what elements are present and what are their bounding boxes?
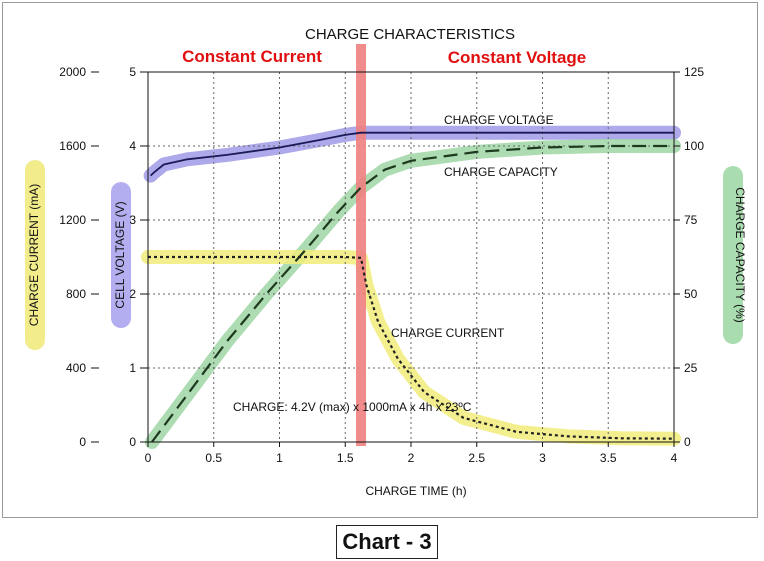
chart-caption-box: Chart - 3 [336, 525, 438, 559]
series-line-1 [151, 144, 674, 443]
charge-characteristics-chart: CHARGE CHARACTERISTICS Constant Current … [25, 26, 747, 498]
y-axis-label-current: CHARGE CURRENT (mA) [27, 184, 41, 326]
series-line-2 [148, 255, 675, 440]
y-tick-label-current: 2000 [59, 65, 86, 79]
y-tick-label-voltage: 4 [129, 139, 136, 153]
y-axis-label-highlight-0 [25, 160, 45, 350]
y-axis-label-capacity: CHARGE CAPACITY (%) [733, 187, 747, 323]
x-tick-label: 0 [145, 451, 152, 465]
y-tick-label-current: 800 [66, 287, 86, 301]
y-tick-label-voltage: 5 [129, 65, 136, 79]
y-tick-label-current: 0 [79, 435, 86, 449]
annotation-charge-conditions: CHARGE: 4.2V (max) x 1000mA x 4h x 23ºC [233, 400, 472, 414]
y-tick-label-current: 1600 [59, 139, 86, 153]
x-tick-label: 1 [276, 451, 283, 465]
y-tick-label-capacity: 50 [684, 287, 698, 301]
x-tick-label: 0.5 [205, 451, 222, 465]
y-tick-label-capacity: 75 [684, 213, 698, 227]
annotation-charge-capacity: CHARGE CAPACITY [444, 165, 558, 179]
x-tick-label: 4 [671, 451, 678, 465]
annotation-charge-voltage: CHARGE VOLTAGE [444, 113, 554, 127]
x-tick-label: 1.5 [337, 451, 354, 465]
x-tick-label: 3.5 [600, 451, 617, 465]
chart-title: CHARGE CHARACTERISTICS [305, 26, 515, 43]
y-tick-label-voltage: 3 [129, 213, 136, 227]
y-tick-label-capacity: 0 [684, 435, 691, 449]
y-tick-label-voltage: 2 [129, 287, 136, 301]
x-axis-label: CHARGE TIME (h) [365, 484, 466, 498]
phase-boundary-bar [356, 44, 367, 446]
y-tick-label-capacity: 100 [684, 139, 704, 153]
y-tick-label-voltage: 0 [129, 435, 136, 449]
x-tick-label: 2 [408, 451, 415, 465]
y-tick-label-current: 400 [66, 361, 86, 375]
series-line-0 [149, 131, 674, 177]
annotation-charge-current: CHARGE CURRENT [391, 326, 505, 340]
y-tick-label-capacity: 125 [684, 65, 704, 79]
y-tick-label-current: 1200 [59, 213, 86, 227]
y-axis-label-highlight-2 [723, 166, 743, 344]
phase-label-constant-current: Constant Current [182, 47, 322, 66]
y-axis-label-highlight-1 [111, 182, 131, 328]
y-tick-label-voltage: 1 [129, 361, 136, 375]
series-highlight-1 [144, 139, 681, 449]
phase-label-constant-voltage: Constant Voltage [448, 48, 587, 67]
chart-caption: Chart - 3 [342, 529, 432, 554]
y-tick-label-capacity: 25 [684, 361, 698, 375]
y-axis-label-voltage: CELL VOLTAGE (V) [113, 201, 127, 308]
x-tick-label: 2.5 [468, 451, 485, 465]
x-tick-label: 3 [539, 451, 546, 465]
